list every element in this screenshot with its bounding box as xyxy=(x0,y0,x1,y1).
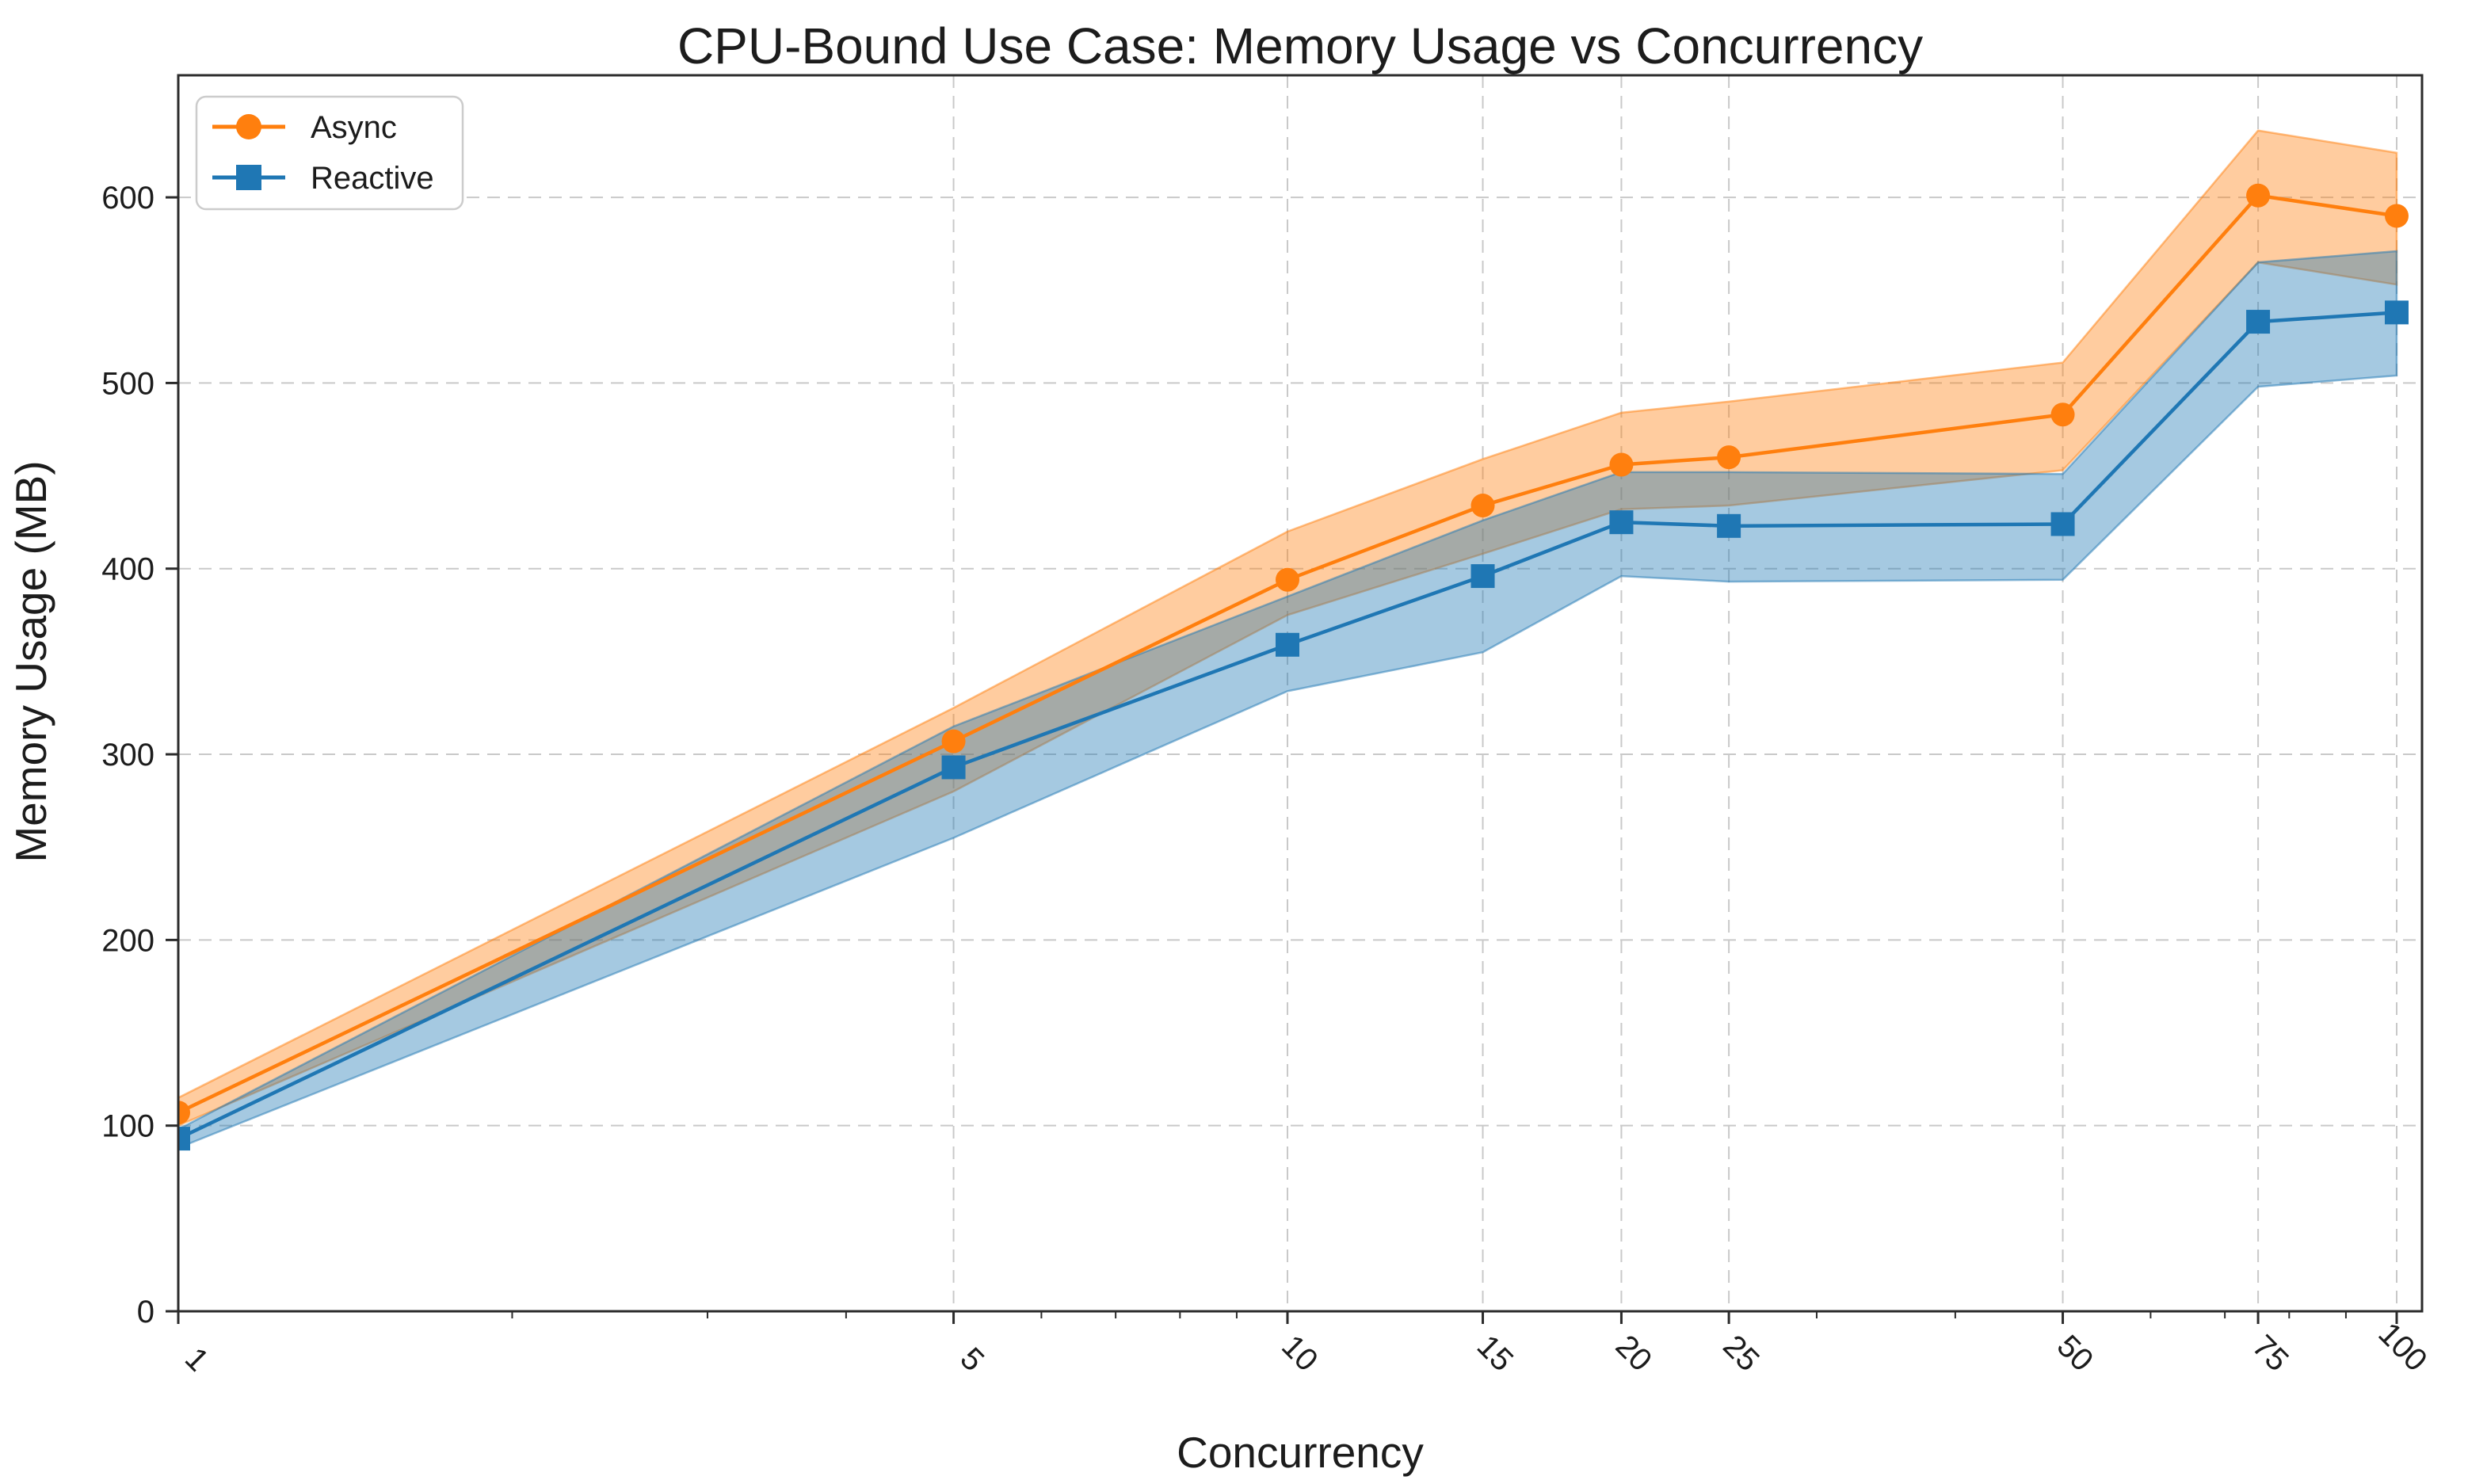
chart-title: CPU-Bound Use Case: Memory Usage vs Conc… xyxy=(677,17,1923,74)
reactive-marker xyxy=(178,1127,190,1151)
reactive-band xyxy=(178,250,2398,1150)
y-tick-label: 200 xyxy=(101,923,154,958)
legend-reactive-label: Reactive xyxy=(311,161,434,196)
x-tick-label: 10 xyxy=(1275,1329,1325,1379)
x-tick-label: 25 xyxy=(1716,1329,1766,1379)
reactive-marker xyxy=(941,755,966,780)
legend-async-marker-icon xyxy=(236,114,261,139)
legend: Async Reactive xyxy=(195,95,464,211)
reactive-marker xyxy=(1276,632,1299,657)
reactive-marker xyxy=(1609,510,1634,535)
x-tick-label: 1 xyxy=(178,1341,216,1379)
async-marker xyxy=(941,729,966,753)
async-marker xyxy=(178,1101,190,1125)
legend-reactive-marker-icon xyxy=(236,165,261,190)
async-marker xyxy=(2246,183,2271,208)
y-tick-label: 0 xyxy=(137,1295,154,1329)
async-marker xyxy=(2385,204,2409,228)
legend-async-label: Async xyxy=(311,110,397,145)
x-tick-label: 15 xyxy=(1470,1329,1520,1379)
async-marker xyxy=(1276,567,1299,592)
reactive-marker xyxy=(1717,513,1741,538)
y-tick-label: 600 xyxy=(101,181,154,216)
gridlines xyxy=(178,75,2422,1311)
y-tick-label: 100 xyxy=(101,1109,154,1144)
reactive-marker xyxy=(2385,300,2409,325)
x-tick-label: 50 xyxy=(2050,1329,2100,1379)
reactive-marker xyxy=(2050,512,2075,536)
reactive-markers xyxy=(178,300,2409,1151)
y-tick-label: 300 xyxy=(101,738,154,773)
x-tick-label: 100 xyxy=(2371,1316,2433,1378)
x-axis-label: Concurrency xyxy=(1177,1428,1424,1477)
ticks xyxy=(166,196,2398,1324)
async-marker xyxy=(2050,402,2075,427)
async-marker xyxy=(1470,494,1495,518)
plot-area xyxy=(178,75,2422,1311)
x-tick-label: 20 xyxy=(1609,1329,1659,1379)
plot-frame xyxy=(177,74,2424,1313)
x-tick-label: 5 xyxy=(953,1341,990,1379)
y-tick-label: 400 xyxy=(101,552,154,587)
reactive-marker xyxy=(1470,564,1495,589)
y-tick-label: 500 xyxy=(101,366,154,401)
async-markers xyxy=(178,183,2409,1125)
y-axis-label: Memory Usage (MB) xyxy=(6,460,55,862)
x-tick-label: 75 xyxy=(2245,1329,2295,1379)
async-marker xyxy=(1609,452,1634,477)
reactive-marker xyxy=(2246,310,2271,334)
async-marker xyxy=(1717,445,1741,470)
